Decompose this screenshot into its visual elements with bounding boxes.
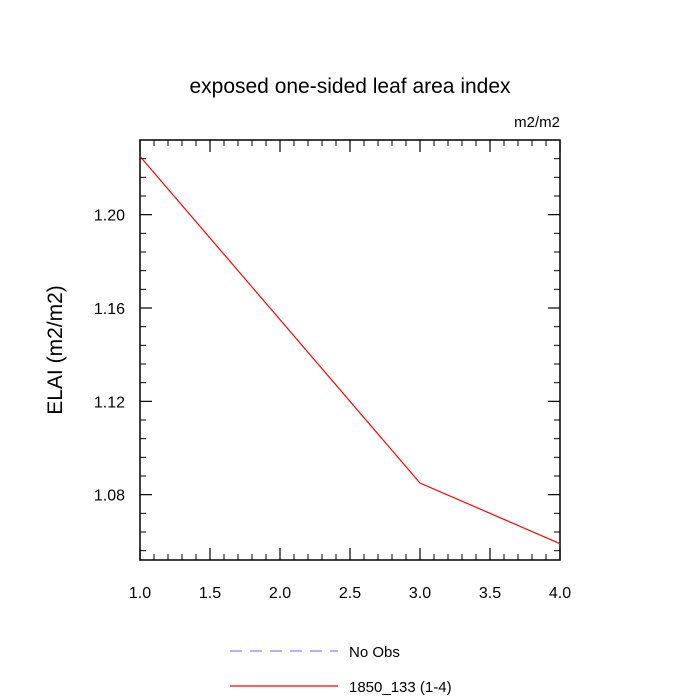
units-label: m2/m2 [514,114,560,131]
y-tick-label: 1.16 [94,301,125,318]
legend-entry-label: 1850_133 (1-4) [349,679,452,696]
axis-ticks [139,140,561,560]
x-tick-label: 2.5 [339,585,361,602]
y-tick-label: 1.12 [94,394,125,411]
y-tick-label: 1.08 [94,488,125,505]
x-tick-label: 3.0 [409,585,431,602]
y-axis-label: ELAI (m2/m2) [44,285,67,415]
x-tick-label: 4.0 [549,585,571,602]
data-series [139,155,561,545]
axis-tick-labels: 1.0 1.5 2.0 2.5 3.0 3.5 4.0 1.08 1.12 1.16 1.20 [94,208,571,602]
x-tick-label: 2.0 [269,585,291,602]
legend: No Obs 1850_133 (1-4) [230,644,452,696]
x-tick-label: 1.0 [129,585,151,602]
plot-frame [139,139,561,561]
legend-entry-label: No Obs [349,644,400,661]
chart-title: exposed one-sided leaf area index [189,75,511,98]
x-tick-label: 3.5 [479,585,501,602]
y-tick-label: 1.20 [94,208,125,225]
series-line [139,155,561,545]
x-tick-label: 1.5 [199,585,221,602]
